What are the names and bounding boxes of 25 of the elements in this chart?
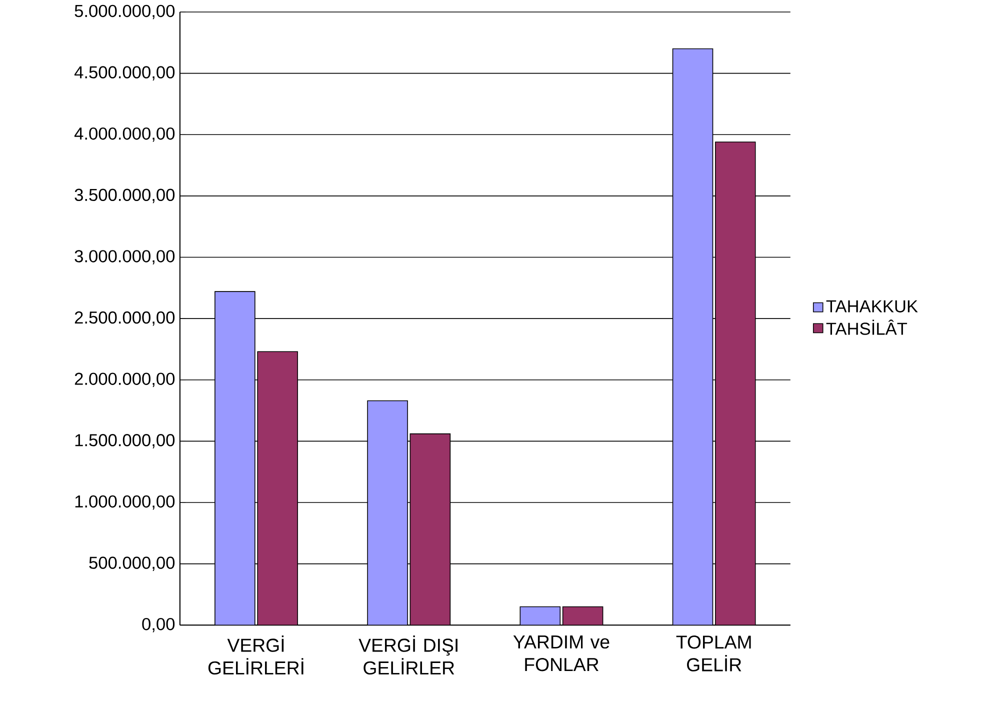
x-tick-label: YARDIM ve FONLAR: [513, 635, 610, 671]
x-tick-label: TOPLAM GELİR: [676, 635, 751, 672]
y-tick-label: 1.000.000,00: [75, 495, 175, 510]
bar: [562, 606, 604, 625]
y-tick-label: 4.000.000,00: [74, 127, 175, 142]
bar: [214, 290, 256, 625]
y-tick-label: 1.500.000,00: [75, 434, 175, 448]
y-tick-label: 2.500.000,00: [74, 311, 175, 326]
x-tick-label: VERGİ GELİRLERİ: [208, 635, 304, 674]
y-tick-label: 3.000.000,00: [74, 250, 175, 264]
y-tick-label: 4.500.000,00: [74, 66, 175, 80]
bar: [520, 606, 561, 625]
bar: [672, 48, 714, 625]
y-tick-label: 2.000.000,00: [74, 372, 175, 387]
bar: [715, 141, 756, 625]
y-tick-label: 0,00: [142, 618, 175, 632]
bar: [410, 433, 451, 625]
legend-label: TAHSİLÂT: [826, 319, 908, 335]
y-tick-label: 3.500.000,00: [74, 188, 175, 203]
y-tick-label: 500.000,00: [89, 556, 175, 571]
x-tick-label: VERGİ DIŞI GELİRLER: [358, 635, 458, 674]
y-tick-label: 5.000.000,00: [74, 4, 175, 19]
legend-label: TAHAKKUK: [826, 300, 918, 312]
bar: [257, 351, 298, 625]
bar: [367, 400, 408, 625]
